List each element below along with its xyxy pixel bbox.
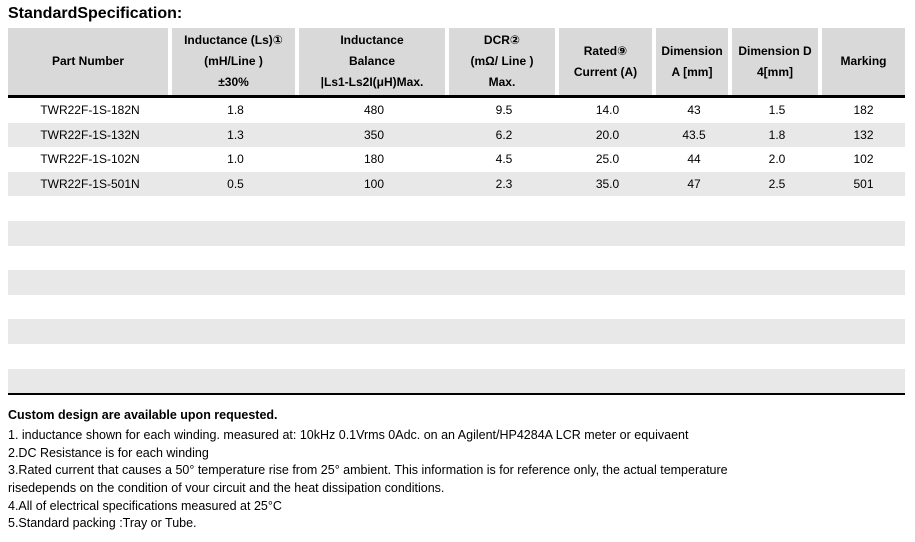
note-4: 4.All of electrical specifications measu… xyxy=(8,498,282,513)
cell-dcr: 9.5 xyxy=(495,103,513,117)
cell-dimension-a: 47 xyxy=(687,176,701,191)
spec-table: Part Number Inductance (Ls)① (mH/Line ) … xyxy=(8,28,905,396)
cell-marking: 132 xyxy=(853,127,874,142)
column-header-inductance-balance: Inductance Balance |Ls1-Ls2I(μH)Max. xyxy=(299,28,445,95)
table-row: TWR22F-1S-182N 1.8 480 9.5 14.0 43 1.5 1… xyxy=(8,98,905,123)
custom-design-note: Custom design are available upon request… xyxy=(8,408,278,423)
cell-dcr: 4.5 xyxy=(495,152,513,167)
note-2: 2.DC Resistance is for each winding xyxy=(8,445,209,460)
note-3: 3.Rated current that causes a 50° temper… xyxy=(8,463,728,478)
cell-balance: 180 xyxy=(363,152,385,167)
empty-table-row xyxy=(8,368,905,394)
cell-dimension-d4: 2.5 xyxy=(768,176,786,191)
cell-part-number: TWR22F-1S-501N xyxy=(40,176,140,191)
column-header-rated-current: Rated⑨ Current (A) xyxy=(559,28,652,95)
column-header-part-number: Part Number xyxy=(8,28,168,95)
cell-rated-current: 14.0 xyxy=(595,103,620,117)
footnotes: Custom design are available upon request… xyxy=(8,406,915,533)
cell-marking: 501 xyxy=(853,176,874,191)
empty-table-row xyxy=(8,295,905,320)
empty-table-row xyxy=(8,319,905,344)
cell-balance: 350 xyxy=(363,127,385,142)
cell-dimension-a: 43.5 xyxy=(682,127,706,142)
table-row: TWR22F-1S-132N 1.3 350 6.2 20.0 43.5 1.8… xyxy=(8,122,905,148)
table-body: TWR22F-1S-182N 1.8 480 9.5 14.0 43 1.5 1… xyxy=(8,98,905,396)
cell-dimension-a: 44 xyxy=(687,152,701,167)
cell-inductance: 0.5 xyxy=(227,176,244,191)
cell-inductance: 1.8 xyxy=(227,103,244,117)
table-row: TWR22F-1S-102N 1.0 180 4.5 25.0 44 2.0 1… xyxy=(8,147,905,172)
column-header-dimension-d4: Dimension D 4[mm] xyxy=(732,28,818,95)
cell-rated-current: 25.0 xyxy=(595,152,620,167)
cell-marking: 182 xyxy=(853,103,874,117)
cell-marking: 102 xyxy=(853,152,874,167)
cell-inductance: 1.0 xyxy=(227,152,244,167)
table-row: TWR22F-1S-501N 0.5 100 2.3 35.0 47 2.5 5… xyxy=(8,171,905,197)
page-title: StandardSpecification: xyxy=(8,5,183,22)
column-header-marking: Marking xyxy=(822,28,905,95)
cell-dimension-a: 43 xyxy=(687,103,701,117)
cell-balance: 100 xyxy=(363,176,385,191)
note-3-continued: risedepends on the condition of vour cir… xyxy=(8,480,445,495)
cell-rated-current: 20.0 xyxy=(595,127,620,142)
column-header-inductance: Inductance (Ls)① (mH/Line ) ±30% xyxy=(172,28,295,95)
column-header-dimension-a: Dimension A [mm] xyxy=(656,28,728,95)
cell-balance: 480 xyxy=(363,103,385,117)
cell-rated-current: 35.0 xyxy=(595,176,620,191)
cell-part-number: TWR22F-1S-182N xyxy=(40,103,140,117)
cell-dcr: 6.2 xyxy=(495,127,513,142)
empty-table-row xyxy=(8,270,905,295)
note-1: 1. inductance shown for each winding. me… xyxy=(8,428,689,443)
table-header-row: Part Number Inductance (Ls)① (mH/Line ) … xyxy=(8,28,905,98)
empty-table-row xyxy=(8,220,905,246)
cell-inductance: 1.3 xyxy=(227,127,244,142)
note-5: 5.Standard packing :Tray or Tube. xyxy=(8,516,197,531)
cell-part-number: TWR22F-1S-132N xyxy=(40,127,140,142)
cell-dcr: 2.3 xyxy=(495,176,513,191)
empty-table-row xyxy=(8,246,905,271)
cell-part-number: TWR22F-1S-102N xyxy=(40,152,140,167)
column-header-dcr: DCR② (mΩ/ Line ) Max. xyxy=(449,28,555,95)
empty-table-row xyxy=(8,344,905,369)
cell-dimension-d4: 1.8 xyxy=(768,127,786,142)
cell-dimension-d4: 2.0 xyxy=(768,152,786,167)
empty-table-row xyxy=(8,196,905,221)
cell-dimension-d4: 1.5 xyxy=(768,103,786,117)
